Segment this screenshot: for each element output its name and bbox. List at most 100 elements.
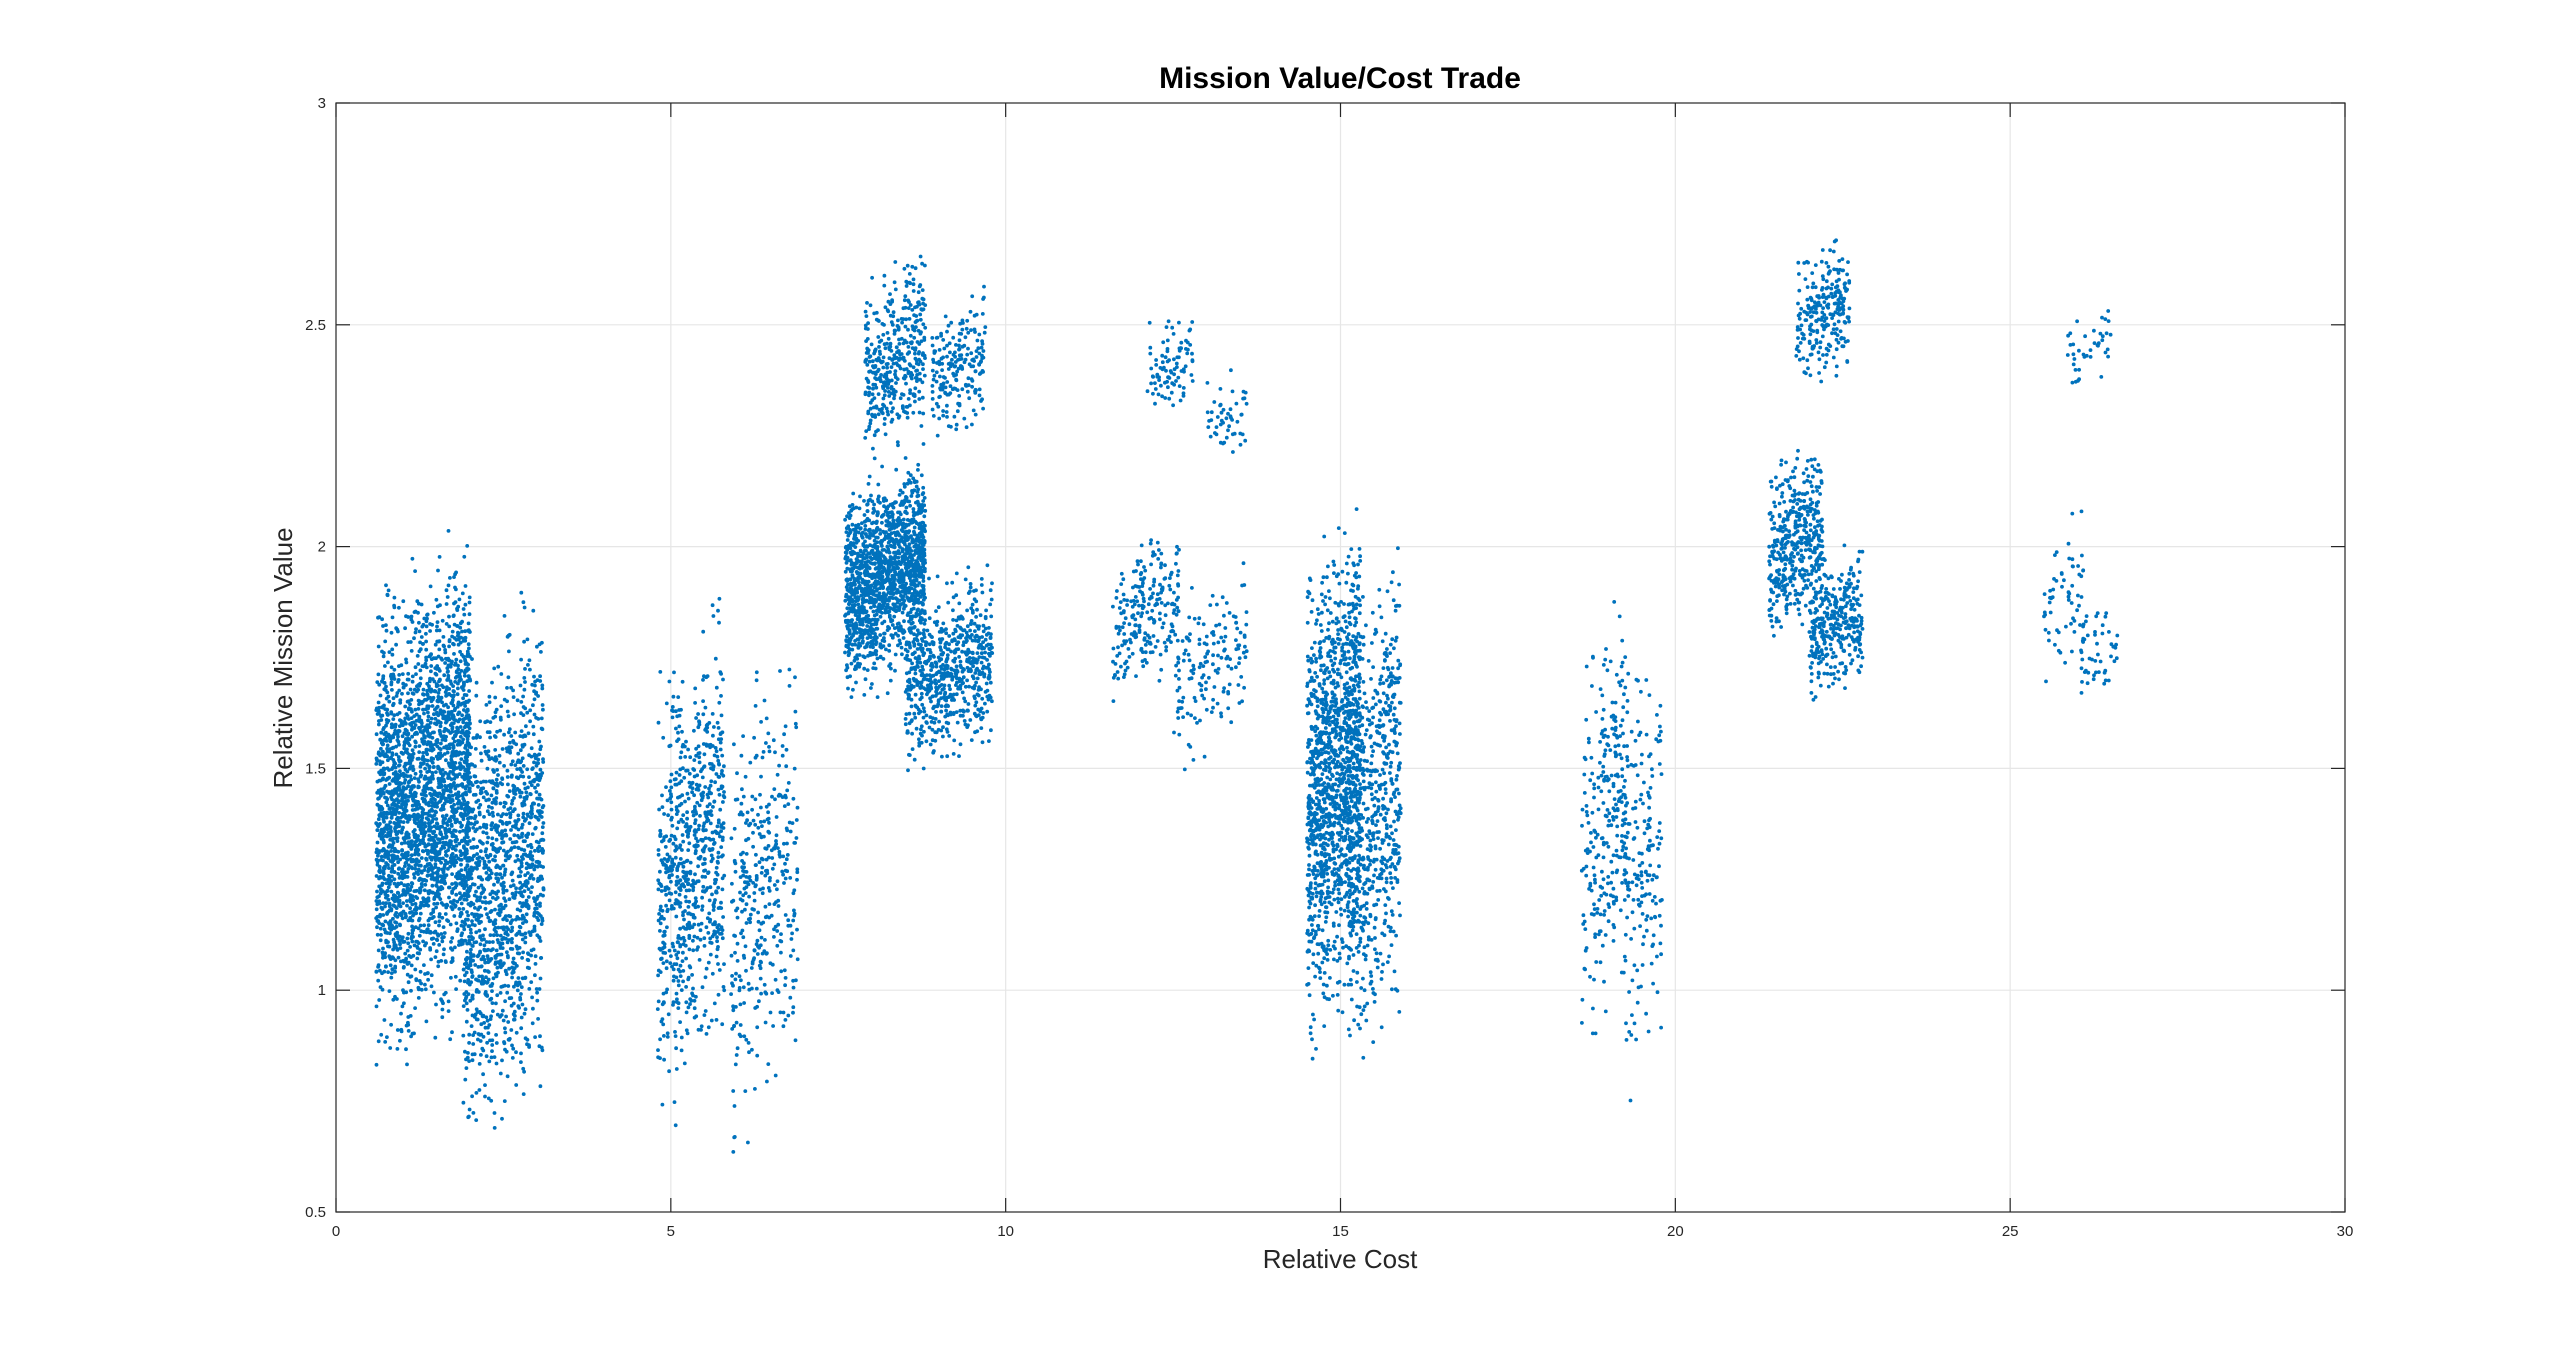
data-point [498,781,503,785]
data-point [524,790,529,795]
data-point [744,968,748,973]
data-point [453,945,457,950]
data-point [420,757,425,762]
data-point [450,1030,454,1035]
data-point [470,762,475,767]
data-point [532,928,537,933]
data-point [480,856,485,861]
data-point [743,774,748,779]
data-point [667,679,672,684]
data-point [700,908,704,912]
data-point [722,988,727,993]
data-point [759,991,763,996]
data-point [417,951,421,956]
data-point [514,1050,518,1055]
data-point [685,816,689,821]
data-point [482,943,487,948]
data-point [467,963,472,967]
data-point [452,642,456,647]
data-point [383,815,388,819]
data-point [478,905,482,910]
data-point [523,931,528,936]
data-point [424,816,429,821]
data-point [658,929,662,933]
data-point [466,1115,471,1120]
data-point [533,973,537,978]
data-point [512,833,517,838]
data-point [456,719,461,724]
data-point [467,935,471,939]
data-point [767,745,771,749]
data-point [669,772,674,777]
data-point [464,699,469,704]
data-point [482,862,487,867]
data-point [688,824,693,829]
data-point [465,1008,470,1012]
data-point [667,1069,671,1074]
data-point [468,678,473,683]
data-point [691,948,696,953]
data-point [389,672,394,677]
data-point [506,927,510,931]
data-point [434,1002,438,1007]
data-point [753,797,758,802]
data-point [463,998,467,1003]
data-point [385,803,390,808]
data-point [414,888,419,893]
data-point [453,974,458,979]
data-point [386,588,391,593]
data-point [681,979,685,984]
data-point [470,1052,475,1057]
data-point [522,687,527,692]
data-point [519,657,523,662]
data-point [684,1010,689,1015]
data-point [411,751,416,756]
data-point [766,829,771,834]
data-point [424,639,428,644]
data-point [662,1057,666,1062]
data-point [764,857,769,862]
data-point [411,767,416,771]
data-point [661,946,665,951]
data-point [701,884,706,889]
data-point [438,697,443,702]
data-point [402,743,407,748]
data-point [385,1035,389,1039]
data-point [531,732,536,737]
data-point [398,946,403,950]
data-point [447,638,452,642]
data-point [698,937,703,942]
data-point [426,714,431,719]
data-point [509,734,514,738]
data-point [443,828,448,833]
data-point [680,729,684,734]
data-point [461,907,466,911]
data-point [465,649,470,654]
data-point [380,649,384,654]
data-point [474,889,478,894]
data-point [508,815,513,820]
data-point [450,629,455,634]
data-point [397,939,402,943]
data-point [700,848,705,853]
data-point [414,672,418,676]
data-point [511,824,515,829]
data-point [692,934,697,939]
data-point [505,950,509,955]
data-point [413,740,418,745]
data-point [660,805,665,809]
data-point [517,890,522,895]
data-point [402,731,407,736]
data-point [751,844,755,849]
data-point [427,679,432,684]
data-point [454,987,458,991]
data-point [674,805,679,809]
data-point [704,966,709,971]
data-point [668,779,673,784]
data-point [478,895,483,899]
data-point [482,1021,486,1025]
data-point [496,876,500,881]
data-point [506,675,511,680]
data-point [693,851,698,856]
data-point [738,897,743,902]
